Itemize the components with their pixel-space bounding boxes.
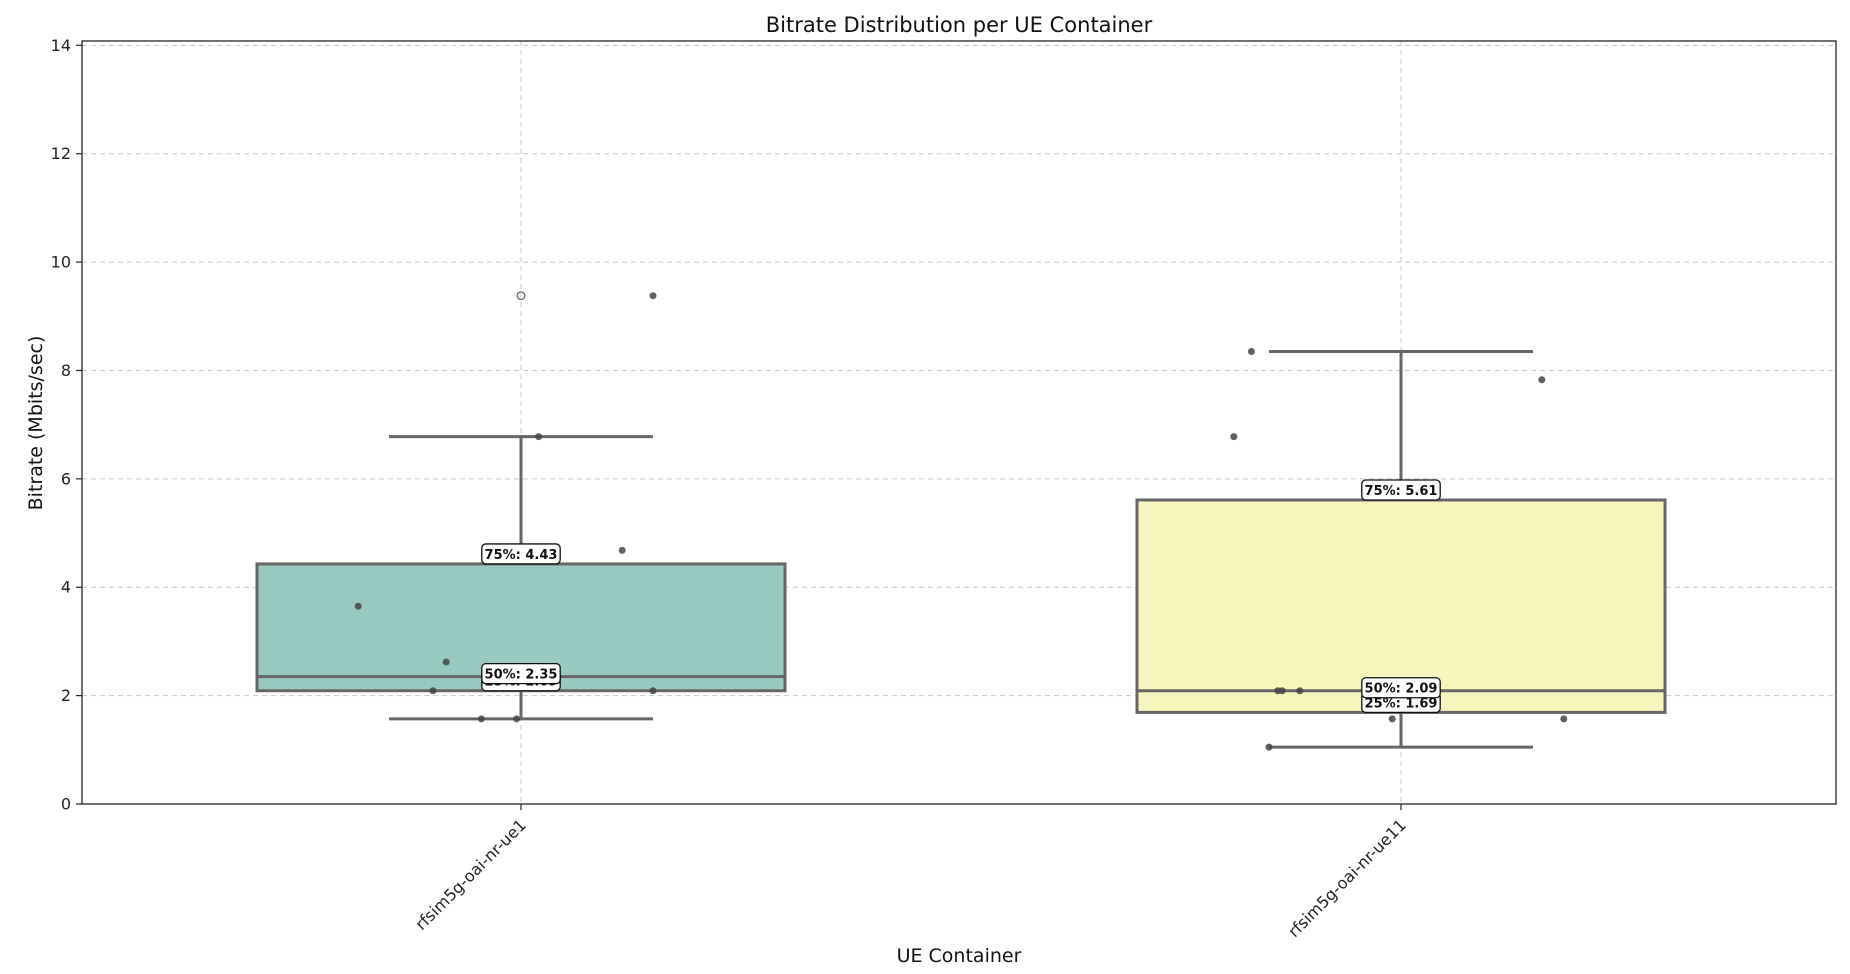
y-tick-label: 8 <box>61 361 71 380</box>
data-point <box>477 715 485 723</box>
data-point <box>429 687 437 695</box>
annotation-box-median <box>1361 677 1441 699</box>
y-tick-label: 12 <box>51 144 71 163</box>
y-tick-label: 14 <box>51 36 71 55</box>
data-point <box>442 658 450 666</box>
data-point <box>618 546 626 554</box>
data-point <box>1247 348 1255 356</box>
data-point <box>354 602 362 610</box>
y-tick-label: 2 <box>61 686 71 705</box>
y-tick-label: 4 <box>61 578 71 597</box>
y-tick-label: 0 <box>61 795 71 814</box>
data-point <box>1388 715 1396 723</box>
outlier-marker <box>516 291 526 301</box>
data-point <box>1278 687 1286 695</box>
data-point <box>1265 743 1273 751</box>
data-point <box>649 292 657 300</box>
annotation-label-q3: 75%: 4.43 <box>485 548 558 563</box>
x-tick-label: rfsim5g-oai-nr-ue11 <box>1284 815 1410 941</box>
annotation-label-q3: 75%: 5.61 <box>1365 484 1438 499</box>
data-point <box>1538 376 1546 384</box>
data-point <box>1230 433 1238 441</box>
annotation-label-median: 50%: 2.09 <box>1365 682 1438 697</box>
data-point <box>1560 715 1568 723</box>
annotation-label-median: 50%: 2.35 <box>485 668 558 683</box>
box-layer <box>255 350 1667 749</box>
chart-title: Bitrate Distribution per UE Container <box>766 13 1153 37</box>
x-tick-label: rfsim5g-oai-nr-ue1 <box>411 815 529 933</box>
tick-layer: 0 2 4 6 8 10 12 14 rfsim5g-oai-nr-ue1 rfsim5g-oai… <box>51 36 1410 941</box>
x-axis-title: UE Container <box>897 945 1022 967</box>
annotation-box-median <box>481 663 561 685</box>
data-point <box>1296 687 1304 695</box>
box-iqr <box>1135 498 1667 714</box>
y-tick-label: 10 <box>51 253 71 272</box>
annotation-box-q3 <box>1361 479 1441 501</box>
y-axis-title: Bitrate (Mbits/sec) <box>25 336 47 511</box>
point-layer <box>354 291 1568 751</box>
annotation-label-q1: 25%: 1.69 <box>1365 696 1438 711</box>
y-tick-label: 6 <box>61 469 71 488</box>
data-point <box>535 433 543 441</box>
data-point <box>513 715 521 723</box>
annotation-box-q3 <box>481 543 561 565</box>
data-point <box>649 687 657 695</box>
plot-frame <box>81 40 1837 805</box>
